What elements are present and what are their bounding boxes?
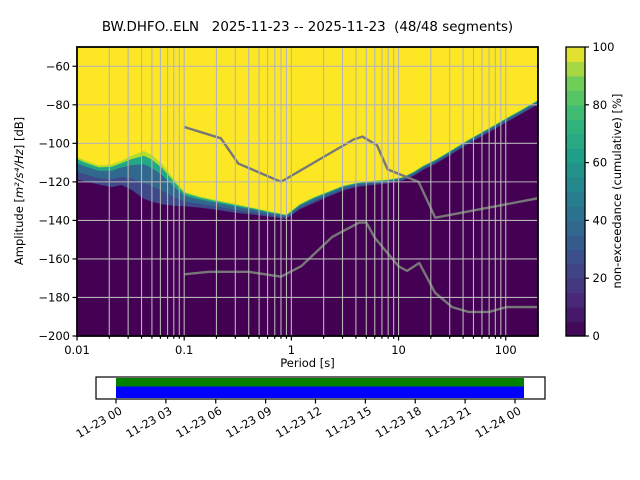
- colorbar-step: [566, 148, 585, 164]
- colorbar-step: [566, 177, 585, 193]
- grid: [77, 47, 538, 336]
- colorbar-label: non-exceedance (cumulative) [%]: [610, 93, 624, 289]
- colorbar-border: [565, 46, 586, 337]
- colorbar-step: [566, 234, 585, 250]
- colorbar-step: [566, 47, 585, 63]
- colorbar-step: [566, 191, 585, 207]
- colorbar-tick-label: 80: [593, 98, 608, 112]
- timeline-tick-label: 11-23 15: [323, 404, 373, 441]
- colorbar-step: [566, 292, 585, 308]
- colorbar-tick-label: 40: [593, 213, 608, 227]
- colorbar-tick-label: 100: [593, 40, 615, 54]
- x-tick-label: 100: [495, 343, 517, 357]
- x-axis-label: Period [s]: [280, 356, 335, 370]
- y-tick-label: −120: [38, 175, 70, 189]
- timeline-tick-label: 11-23 00: [74, 404, 124, 441]
- colorbar-step: [566, 205, 585, 221]
- y-tick-label: −80: [46, 98, 70, 112]
- colorbar-step: [566, 162, 585, 178]
- colorbar-step: [566, 119, 585, 135]
- colorbar-tick-label: 0: [593, 329, 600, 343]
- y-tick-label: −200: [38, 329, 70, 343]
- colorbar-step: [566, 307, 585, 323]
- colorbar-step: [566, 321, 585, 337]
- colorbar-step: [566, 263, 585, 279]
- colorbar-step: [566, 278, 585, 294]
- nlnm-noise-model-line: [184, 221, 538, 314]
- y-tick-label: −140: [38, 213, 70, 227]
- plot-title: BW.DHFO..ELN 2025-11-23 -- 2025-11-23 (4…: [101, 20, 514, 35]
- colorbar-tick-label: 60: [593, 156, 608, 170]
- colorbar-step: [566, 104, 585, 120]
- y-tick-label: −100: [38, 136, 70, 150]
- timeline-tick-label: 11-23 03: [124, 404, 174, 441]
- colorbar-tick-label: 20: [593, 271, 608, 285]
- timeline: 11-23 00 11-23 03 11-23 06 11-23 09 11-23 12…: [74, 376, 546, 441]
- y-tick-label: −60: [46, 59, 70, 73]
- y-tick-label: −160: [38, 252, 70, 266]
- timeline-coverage-green: [116, 378, 524, 387]
- y-axis-label-prefix: Amplitude [: [12, 198, 26, 266]
- colorbar-step: [566, 133, 585, 149]
- timeline-coverage-blue: [116, 386, 524, 398]
- x-ticks: [76, 336, 507, 341]
- y-tick-label: −180: [38, 290, 70, 304]
- y-axis-label-units: m²/s⁴/Hz: [12, 149, 26, 199]
- timeline-tick-label: 11-23 09: [224, 404, 274, 441]
- nhnm-noise-model-line: [183, 125, 538, 219]
- timeline-tick-label: 11-23 12: [274, 404, 324, 441]
- x-tick-label: 10: [391, 343, 406, 357]
- y-ticks: [72, 65, 77, 337]
- timeline-tick-label: 11-23 06: [174, 404, 224, 441]
- y-axis-label-suffix: ] [dB]: [12, 116, 26, 150]
- x-tick-label: 0.1: [175, 343, 193, 357]
- colorbar: 0 20 40 60 80 100: [565, 40, 615, 343]
- colorbar-step: [566, 61, 585, 77]
- x-tick-label: 1: [288, 343, 295, 357]
- timeline-tick-label: 11-23 18: [373, 404, 423, 441]
- axes-border: [76, 46, 539, 337]
- timeline-tick-label: 11-23 21: [423, 404, 473, 441]
- ppsd-histogram: [77, 47, 538, 336]
- colorbar-step: [566, 90, 585, 106]
- y-axis-label: Amplitude [m²/s⁴/Hz] [dB]: [12, 117, 26, 265]
- colorbar-step: [566, 220, 585, 236]
- colorbar-step: [566, 75, 585, 91]
- colorbar-step: [566, 249, 585, 265]
- x-tick-label: 0.01: [64, 343, 90, 357]
- timeline-tick-label: 11-24 00: [473, 404, 523, 441]
